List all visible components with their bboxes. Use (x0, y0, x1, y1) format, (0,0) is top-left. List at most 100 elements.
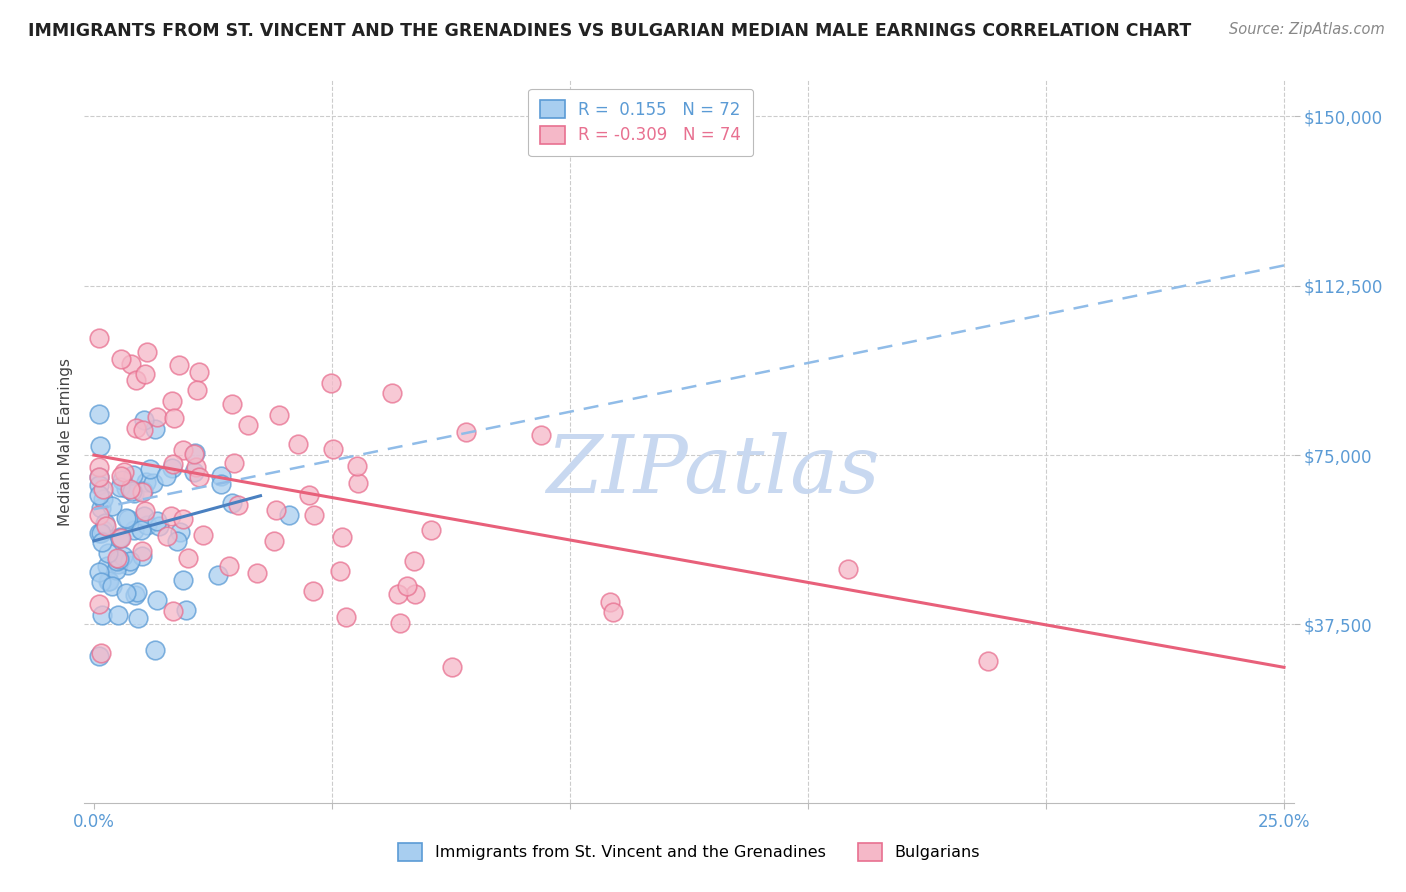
Point (117, 512, 139, 526)
Point (90, 526, 112, 541)
Point (186, 383, 208, 397)
Point (91, 482, 114, 496)
Point (177, 551, 200, 566)
Point (599, 595, 621, 609)
Legend: Immigrants from St. Vincent and the Grenadines, Bulgarians: Immigrants from St. Vincent and the Gren… (392, 837, 986, 867)
Point (122, 485, 145, 500)
Point (108, 551, 131, 566)
Point (101, 499, 124, 513)
Point (146, 514, 169, 528)
Point (207, 567, 229, 582)
Point (146, 592, 169, 607)
Point (129, 523, 152, 537)
Point (319, 376, 342, 390)
Point (335, 609, 357, 624)
Point (191, 528, 214, 542)
Point (263, 533, 285, 548)
Point (184, 459, 207, 474)
Point (87, 488, 110, 502)
Point (107, 557, 129, 571)
Point (132, 483, 155, 498)
Point (94, 516, 117, 530)
Point (188, 365, 211, 379)
Point (131, 549, 153, 563)
Point (132, 509, 155, 524)
Point (329, 565, 352, 579)
Point (114, 482, 136, 496)
Point (134, 368, 156, 382)
Point (135, 344, 157, 359)
Point (132, 423, 155, 437)
Point (160, 509, 183, 524)
Point (118, 554, 141, 568)
Point (131, 485, 153, 500)
Point (155, 469, 177, 483)
Point (87, 330, 110, 344)
Point (134, 503, 156, 517)
Point (110, 352, 132, 367)
Point (122, 467, 145, 482)
Point (115, 510, 138, 524)
Point (166, 533, 188, 548)
Point (160, 394, 183, 409)
Point (101, 579, 124, 593)
Point (456, 425, 478, 440)
Point (110, 480, 132, 494)
Point (404, 587, 426, 601)
Point (160, 461, 183, 475)
Point (172, 512, 194, 526)
Point (440, 660, 463, 674)
Point (530, 427, 553, 442)
Point (188, 470, 211, 484)
Point (209, 469, 232, 483)
Point (218, 559, 240, 574)
Text: IMMIGRANTS FROM ST. VINCENT AND THE GRENADINES VS BULGARIAN MEDIAN MALE EARNINGS: IMMIGRANTS FROM ST. VINCENT AND THE GREN… (28, 22, 1191, 40)
Point (122, 523, 145, 537)
Point (163, 410, 186, 425)
Point (124, 588, 146, 602)
Point (90, 534, 112, 549)
Point (108, 530, 131, 544)
Point (89, 439, 111, 453)
Point (162, 604, 184, 618)
Point (96, 559, 118, 574)
Point (388, 615, 411, 630)
Point (97, 574, 120, 588)
Point (120, 357, 142, 371)
Point (135, 475, 157, 489)
Point (87, 525, 110, 540)
Point (87, 478, 110, 492)
Point (87, 565, 110, 579)
Point (143, 421, 166, 435)
Point (143, 642, 166, 657)
Point (162, 458, 184, 472)
Point (110, 468, 132, 483)
Point (346, 458, 368, 473)
Text: Source: ZipAtlas.com: Source: ZipAtlas.com (1229, 22, 1385, 37)
Point (976, 654, 998, 668)
Point (90, 574, 112, 589)
Point (87, 469, 110, 483)
Point (121, 484, 143, 499)
Point (118, 482, 141, 496)
Point (142, 476, 165, 491)
Point (226, 498, 249, 512)
Point (108, 531, 131, 545)
Point (135, 518, 157, 533)
Point (125, 584, 148, 599)
Point (97, 574, 120, 588)
Point (287, 436, 309, 450)
Point (90, 500, 112, 515)
Point (87, 508, 110, 523)
Point (87, 597, 110, 611)
Point (221, 397, 243, 411)
Point (302, 508, 325, 522)
Point (277, 508, 299, 523)
Point (105, 550, 128, 565)
Point (110, 531, 132, 545)
Point (402, 554, 425, 568)
Point (145, 410, 167, 425)
Point (602, 605, 624, 619)
Point (87, 407, 110, 421)
Point (138, 461, 160, 475)
